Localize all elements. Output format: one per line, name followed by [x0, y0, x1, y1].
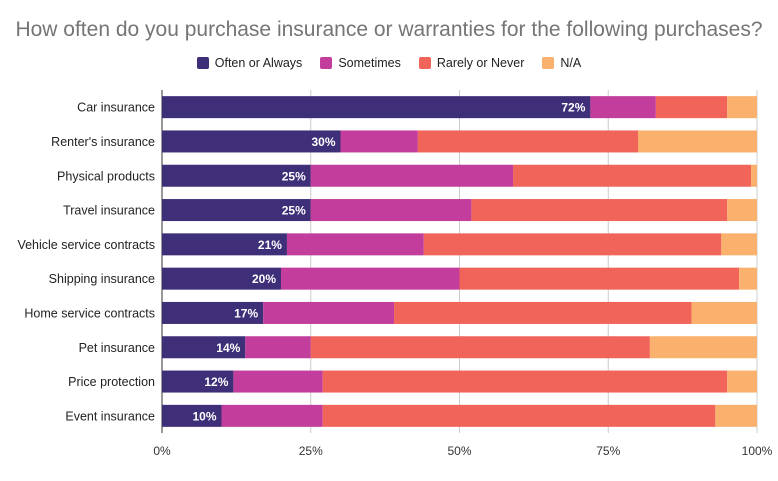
bar-segment: [221, 404, 323, 427]
data-label: 10%: [192, 409, 216, 423]
bar-segment: [459, 267, 740, 290]
bar-segment: [162, 130, 341, 153]
bar-segment: [638, 130, 757, 153]
bar-segment: [310, 199, 472, 222]
bar-segment: [655, 96, 728, 119]
bar-segment: [162, 199, 311, 222]
x-tick-label: 50%: [447, 444, 471, 458]
x-tick-label: 75%: [596, 444, 620, 458]
legend-label: Sometimes: [338, 56, 401, 70]
bar-segment: [394, 301, 692, 324]
legend-swatch: [418, 57, 431, 69]
bar-segment: [162, 96, 591, 119]
x-tick-label: 100%: [742, 444, 773, 458]
bar-segment: [245, 336, 311, 359]
bar-segment: [263, 301, 395, 324]
legend-label: Often or Always: [214, 56, 303, 70]
bar-segment: [727, 199, 757, 222]
category-label: Car insurance: [77, 101, 155, 115]
bar-segment: [423, 233, 722, 256]
data-label: 21%: [258, 238, 282, 252]
legend: Often or Always Sometimes Rarely or Never N…: [0, 56, 778, 70]
category-label: Pet insurance: [79, 341, 155, 355]
x-tick-label: 25%: [299, 444, 323, 458]
legend-swatch: [196, 57, 209, 69]
legend-label: Rarely or Never: [436, 56, 525, 70]
bar-segment: [715, 404, 757, 427]
data-label: 25%: [282, 204, 306, 218]
category-label: Price protection: [68, 375, 155, 389]
legend-item: N/A: [542, 56, 581, 70]
category-label: Physical products: [57, 169, 155, 183]
category-label: Vehicle service contracts: [17, 238, 155, 252]
bar-segment: [721, 233, 757, 256]
bar-segment: [310, 336, 650, 359]
bar-segment: [310, 164, 514, 187]
bar-segment: [727, 96, 757, 119]
bar-segment: [417, 130, 638, 153]
category-label: Travel insurance: [63, 204, 155, 218]
chart-title: How often do you purchase insurance or w…: [15, 18, 763, 41]
bar-segment: [322, 370, 728, 393]
bar-segment: [727, 370, 757, 393]
legend-item: Often or Always: [196, 56, 303, 70]
legend-item: Rarely or Never: [418, 56, 525, 70]
bar-segment: [322, 404, 716, 427]
category-label: Event insurance: [65, 409, 155, 423]
bar-segment: [233, 370, 323, 393]
bar-segment: [340, 130, 418, 153]
data-label: 12%: [204, 375, 228, 389]
category-label: Renter's insurance: [51, 135, 155, 149]
data-label: 72%: [561, 101, 585, 115]
bar-segment: [751, 164, 757, 187]
bar-segment: [590, 96, 656, 119]
bar-segment: [286, 233, 424, 256]
legend-item: Sometimes: [320, 56, 401, 70]
bar-segment: [471, 199, 728, 222]
data-label: 20%: [252, 272, 276, 286]
bar-segment: [739, 267, 757, 290]
bar-segment: [649, 336, 757, 359]
data-label: 25%: [282, 169, 306, 183]
category-label: Shipping insurance: [49, 272, 155, 286]
legend-swatch: [542, 57, 555, 69]
bar-segment: [162, 267, 281, 290]
data-label: 14%: [216, 341, 240, 355]
bar-segment: [162, 404, 222, 427]
bar-segment: [281, 267, 460, 290]
bar-segment: [162, 370, 234, 393]
data-label: 30%: [311, 135, 335, 149]
bar-segment: [162, 233, 287, 256]
legend-label: N/A: [560, 56, 582, 70]
bar-segment: [513, 164, 752, 187]
category-label: Home service contracts: [24, 306, 155, 320]
bar-segment: [162, 336, 246, 359]
data-label: 17%: [234, 306, 258, 320]
bar-segment: [162, 164, 311, 187]
legend-swatch: [320, 57, 333, 69]
bar-segment: [691, 301, 757, 324]
bar-segment: [162, 301, 264, 324]
x-tick-label: 0%: [153, 444, 171, 458]
